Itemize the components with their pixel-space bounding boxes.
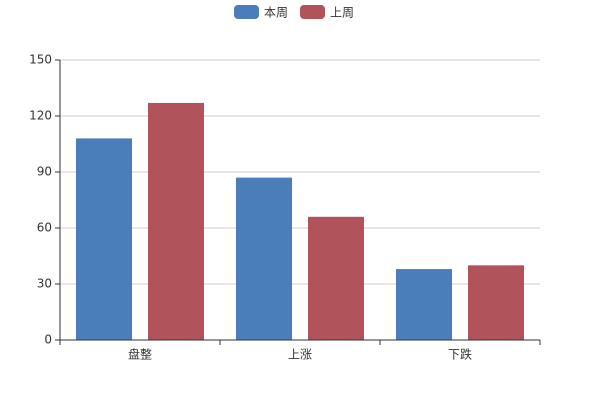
legend-swatch [300, 5, 325, 19]
bar [468, 265, 524, 340]
bar [76, 138, 132, 340]
legend-swatch [234, 5, 259, 19]
y-tick-label: 30 [37, 277, 52, 291]
y-tick-label: 0 [44, 333, 52, 347]
x-tick-label: 盘整 [128, 347, 152, 362]
legend-label: 上周 [330, 6, 354, 20]
y-tick-label: 150 [29, 53, 52, 67]
bar [236, 177, 292, 340]
y-tick-label: 120 [29, 109, 52, 123]
bar [396, 269, 452, 340]
legend-label: 本周 [264, 6, 288, 20]
bar [148, 102, 204, 340]
y-tick-label: 60 [37, 221, 52, 235]
x-tick-label: 上涨 [288, 347, 312, 362]
bar [308, 216, 364, 340]
y-tick-label: 90 [37, 165, 52, 179]
x-tick-label: 下跌 [448, 347, 472, 362]
